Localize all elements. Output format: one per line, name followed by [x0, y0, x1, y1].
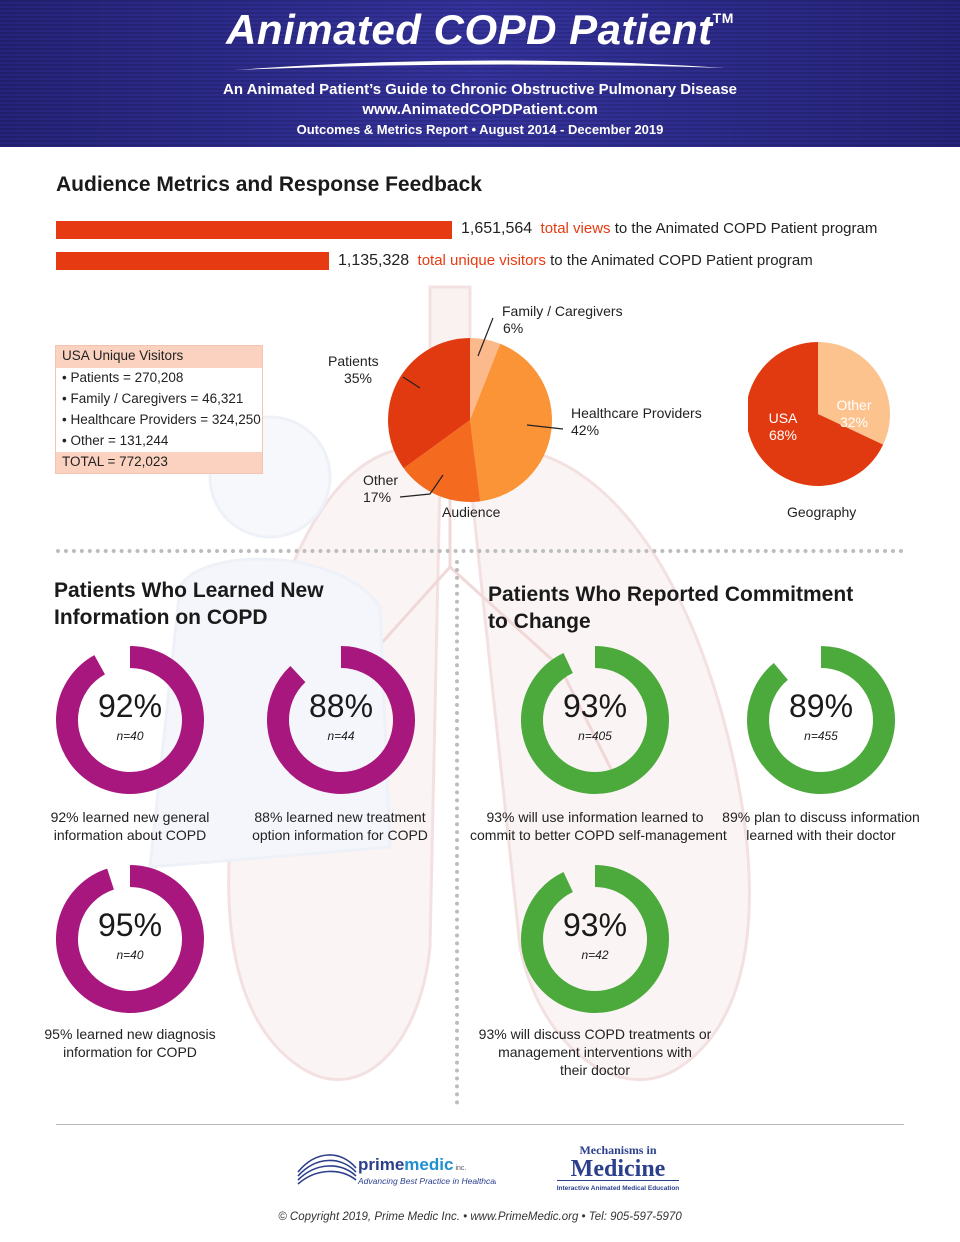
header-banner: Animated COPD PatientTM An Animated Pati… — [0, 0, 960, 147]
views-line: 1,651,564 total views to the Animated CO… — [461, 220, 877, 238]
title-swoosh — [235, 60, 725, 70]
usa-item: • Other = 131,244 — [62, 433, 169, 448]
donut-n: n=40 — [116, 948, 144, 962]
donut-percent: 93% — [562, 688, 628, 724]
donut-arc — [747, 646, 895, 794]
donut-n: n=455 — [804, 729, 838, 743]
mim-line1: Mechanisms in — [579, 1143, 656, 1157]
copyright-line: © Copyright 2019, Prime Medic Inc. • www… — [278, 1211, 682, 1223]
donut-percent: 95% — [97, 907, 163, 943]
donut-arc — [56, 865, 204, 1013]
donut-n: n=405 — [578, 729, 612, 743]
primemedic-wordmark: primemedic inc. — [358, 1155, 466, 1174]
geography-pie-chart — [748, 342, 890, 486]
donut-caption: 93% will use information learned to commi… — [470, 809, 727, 843]
audience-pie-caption: Audience — [442, 504, 501, 520]
geography-pie-caption: Geography — [787, 504, 857, 520]
donut-caption: 89% plan to discuss information learned w… — [722, 809, 920, 843]
commitment-heading: Patients Who Reported Commitment to Chang… — [488, 583, 854, 633]
unique-bar — [56, 252, 329, 270]
donut-percent: 92% — [97, 688, 163, 724]
subtitle: An Animated Patient’s Guide to Chronic O… — [223, 81, 737, 98]
donut-discuss-treatments: 93% n=42 — [520, 864, 670, 1014]
usa-visitors-box: USA Unique Visitors • Patients = 270,208… — [55, 345, 263, 474]
donut-commit-self-management: 93% n=405 — [520, 645, 670, 795]
website-url[interactable]: www.AnimatedCOPDPatient.com — [362, 101, 598, 118]
audience-heading: Audience Metrics and Response Feedback — [56, 173, 482, 196]
donut-arc — [56, 646, 204, 794]
donut-caption: 88% learned new treatment option informat… — [252, 809, 428, 843]
donut-percent: 88% — [308, 688, 374, 724]
pie-slice-healthcare-providers — [470, 343, 552, 502]
pie-slice-usa — [748, 342, 884, 486]
donut-learned-diagnosis: 95% n=40 — [55, 864, 205, 1014]
pie-label-other: Other 17% — [363, 472, 399, 505]
page-title: Animated COPD PatientTM — [226, 6, 734, 53]
usa-box-title: USA Unique Visitors — [62, 348, 184, 363]
usa-box-footer — [56, 452, 262, 473]
views-bar — [56, 221, 452, 239]
audience-pie-chart — [388, 338, 552, 502]
mim-tagline: Interactive Animated Medical Education — [557, 1185, 680, 1192]
unique-value: 1,135,328 — [338, 252, 410, 269]
header-shade — [0, 0, 960, 147]
pie-label-family: Family / Caregivers 6% — [502, 303, 623, 336]
usa-box-header — [56, 346, 262, 368]
section-divider — [56, 549, 904, 553]
background-lungs-illustration — [148, 285, 751, 1081]
learned-heading: Patients Who Learned New Information on C… — [54, 579, 324, 629]
donut-caption: 95% learned new diagnosis information for… — [44, 1026, 216, 1060]
usa-box-total: TOTAL = 772,023 — [62, 454, 168, 469]
donut-n: n=40 — [116, 729, 144, 743]
pie-label-healthcare: Healthcare Providers 42% — [571, 405, 702, 438]
primemedic-logo[interactable]: primemedic inc. Advancing Best Practice i… — [296, 1142, 496, 1194]
usa-item: • Patients = 270,208 — [62, 370, 184, 385]
geo-label-usa: USA 68% — [768, 410, 798, 443]
pie-label-patients: Patients 35% — [328, 353, 379, 386]
donut-percent: 89% — [788, 688, 854, 724]
donut-arc — [521, 865, 669, 1013]
donut-learned-treatment: 88% n=44 — [266, 645, 416, 795]
primemedic-tagline: Advancing Best Practice in Healthcare — [357, 1176, 496, 1186]
donut-arc — [521, 646, 669, 794]
donut-n: n=44 — [327, 729, 355, 743]
unique-line: 1,135,328 total unique visitors to the A… — [338, 252, 813, 270]
report-period: Outcomes & Metrics Report • August 2014 … — [296, 122, 664, 137]
donut-n: n=42 — [581, 948, 609, 962]
geo-label-other: Other 32% — [836, 397, 872, 430]
views-highlight: total views — [540, 220, 611, 237]
usa-box-body — [56, 368, 262, 452]
pie-slice-patients — [388, 338, 470, 469]
column-divider — [455, 560, 459, 1105]
donut-percent: 93% — [562, 907, 628, 943]
mim-line2: Medicine — [571, 1156, 666, 1182]
donut-discuss-doctor: 89% n=455 — [746, 645, 896, 795]
unique-rest: to the Animated COPD Patient program — [545, 252, 813, 269]
pie-slice-family-caregivers — [470, 338, 501, 420]
usa-item: • Family / Caregivers = 46,321 — [62, 391, 244, 406]
mechanisms-in-medicine-logo[interactable]: Mechanisms in Medicine Interactive Anima… — [553, 1142, 683, 1194]
footer-rule — [56, 1124, 904, 1125]
usa-item: • Healthcare Providers = 324,250 — [62, 412, 261, 427]
views-rest: to the Animated COPD Patient program — [610, 220, 878, 237]
donut-learned-general: 92% n=40 — [55, 645, 205, 795]
unique-highlight: total unique visitors — [417, 252, 546, 269]
donut-caption: 92% learned new general information about… — [50, 809, 210, 843]
donut-arc — [267, 646, 415, 794]
donut-caption: 93% will discuss COPD treatments or manag… — [478, 1026, 712, 1078]
pie-slice-other — [818, 342, 890, 445]
views-value: 1,651,564 — [461, 220, 533, 237]
